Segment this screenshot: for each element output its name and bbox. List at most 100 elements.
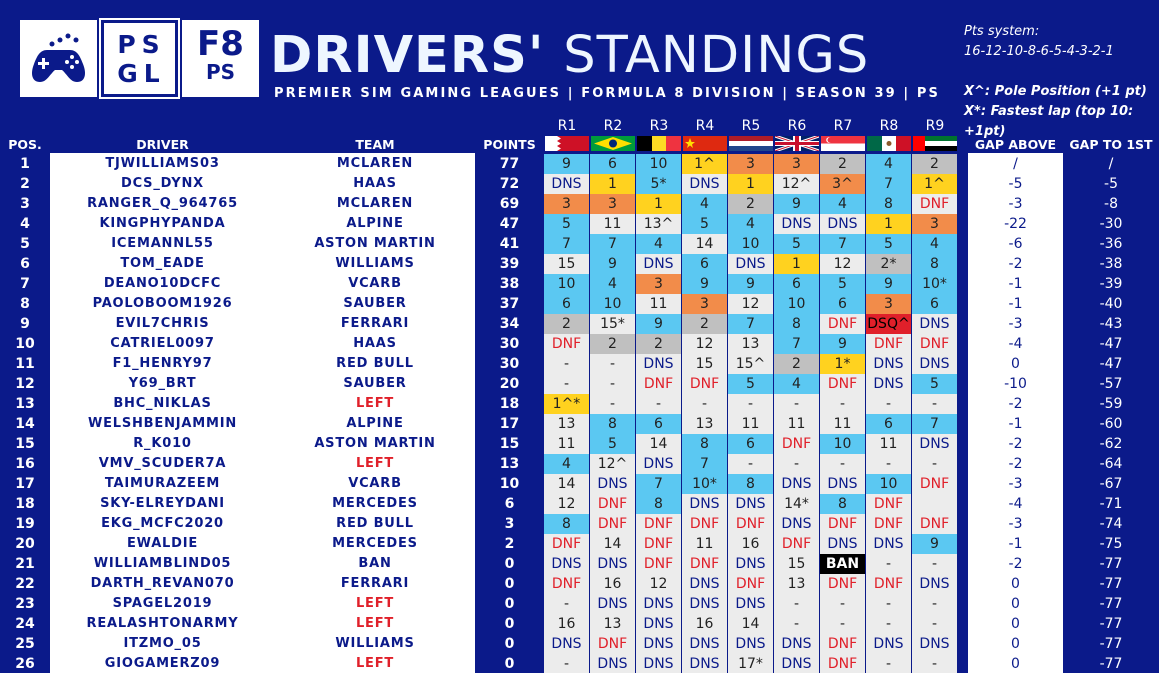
race-result-cell: DNS: [728, 494, 773, 514]
gap-above-cell: -1: [1008, 416, 1023, 432]
fastest-note-key: X*:: [964, 104, 987, 119]
race-result-cell: 8: [682, 434, 727, 454]
race-result-cell: 13: [590, 614, 635, 634]
position-cell: 10: [15, 336, 35, 352]
driver-name: Y69_BRT: [128, 376, 197, 391]
gap-first-cell: -57: [1099, 376, 1123, 392]
race-result-cell: 15*: [590, 314, 635, 334]
race-result-cell: 9: [912, 534, 957, 554]
race-result-cell: DNS: [774, 514, 819, 534]
gap-above-cell: 0: [1011, 616, 1020, 632]
race-header-r9: R9: [925, 118, 945, 134]
race-result-cell: 16: [728, 534, 773, 554]
race-result-cell: DNF: [912, 474, 957, 494]
race-result-cell: 1: [774, 254, 819, 274]
gap-above-cell: -5: [1008, 176, 1023, 192]
race-result-cell: 4: [544, 454, 589, 474]
race-result-cell: DNF: [590, 514, 635, 534]
points-cell: 2: [504, 536, 515, 552]
pole-note-key: X^:: [964, 84, 991, 99]
driver-name: SPAGEL2019: [112, 596, 213, 611]
race-result-cell: -: [590, 374, 635, 394]
race-result-cell: 11: [636, 294, 681, 314]
table-row: 18 SKY-ELREYDANI MERCEDES 6 12 DNF 8 DNS DNS 14* 8…: [0, 494, 1159, 514]
race-result-cell: DNF: [866, 514, 911, 534]
race-result-cell: DNF: [544, 534, 589, 554]
race-result-cell: 5: [728, 374, 773, 394]
points-cell: 47: [499, 216, 520, 232]
gap-first-cell: -75: [1099, 536, 1123, 552]
driver-name: BHC_NIKLAS: [113, 396, 212, 411]
race-result-cell: 7: [774, 334, 819, 354]
points-cell: 38: [499, 276, 520, 292]
driver-name: EWALDIE: [126, 536, 199, 551]
gap-above-cell: -3: [1008, 316, 1023, 332]
race-result-cell: DNS: [774, 474, 819, 494]
team-name: FERRARI: [340, 576, 410, 591]
gap-above-cell: 0: [1011, 356, 1020, 372]
race-result-cell: 2: [590, 334, 635, 354]
singapore-flag-icon: [821, 136, 865, 151]
race-result-cell: 3: [544, 194, 589, 214]
race-result-cell: DNS: [590, 554, 635, 574]
race-result-cell: -: [728, 394, 773, 414]
driver-name: RANGER_Q_964765: [87, 196, 238, 211]
race-result-cell: 7: [866, 174, 911, 194]
race-result-cell: 3^: [820, 174, 865, 194]
position-cell: 19: [15, 516, 35, 532]
points-cell: 37: [499, 296, 520, 312]
race-result-cell: -: [774, 614, 819, 634]
driver-name: F1_HENRY97: [112, 356, 213, 371]
f8-logo: F8 PS: [182, 20, 259, 97]
driver-name: VMV_SCUDER7A: [98, 456, 227, 471]
col-header-driver: DRIVER: [136, 137, 189, 152]
race-result-cell: 11: [544, 434, 589, 454]
race-result-cell: 8: [912, 254, 957, 274]
race-result-cell: 4: [774, 374, 819, 394]
race-header-r4: R4: [695, 118, 715, 134]
position-cell: 20: [15, 536, 35, 552]
race-result-cell: 4: [636, 234, 681, 254]
race-result-cell: -: [774, 594, 819, 614]
race-result-cell: 3: [774, 154, 819, 174]
position-cell: 5: [20, 236, 30, 252]
race-result-cell: DNS: [636, 594, 681, 614]
race-result-cell: DNF: [728, 574, 773, 594]
points-cell: 20: [499, 376, 520, 392]
team-name: RED BULL: [336, 356, 414, 371]
points-system-info: Pts system: 16-12-10-8-6-5-4-3-2-1 X^: P…: [964, 22, 1159, 142]
race-result-cell: 13: [682, 414, 727, 434]
gap-above-cell: 0: [1011, 596, 1020, 612]
driver-name: CATRIEL0097: [110, 336, 215, 351]
race-result-cell: DNF: [820, 654, 865, 673]
position-cell: 24: [15, 616, 35, 632]
position-cell: 13: [15, 396, 35, 412]
race-result-cell: 10: [774, 294, 819, 314]
race-result-cell: 15^: [728, 354, 773, 374]
position-cell: 12: [15, 376, 35, 392]
team-name: LEFT: [355, 396, 395, 411]
race-result-cell: -: [866, 654, 911, 673]
race-result-cell: 7: [912, 414, 957, 434]
race-result-cell: DNS: [912, 434, 957, 454]
gap-first-cell: -67: [1099, 476, 1123, 492]
race-result-cell: DNS: [636, 254, 681, 274]
race-result-cell: DNS: [636, 654, 681, 673]
race-result-cell: DNS: [636, 614, 681, 634]
race-result-cell: 14: [728, 614, 773, 634]
race-result-cell: 3: [912, 214, 957, 234]
race-result-cell: 8: [774, 314, 819, 334]
race-result-cell: -: [590, 394, 635, 414]
table-row: 1 TJWILLIAMS03 MCLAREN 77 9 6 10 1^ 3 3 2 4 2//: [0, 154, 1159, 174]
position-cell: 4: [20, 216, 30, 232]
gap-first-cell: -47: [1099, 336, 1123, 352]
race-result-cell: DNF: [820, 634, 865, 654]
race-result-cell: DSQ^: [866, 314, 911, 334]
team-name: RED BULL: [336, 516, 414, 531]
table-row: 21 WILLIAMBLIND05 BAN 0 DNS DNS DNF DNF DNS 15 BAN…: [0, 554, 1159, 574]
race-result-cell: 13: [728, 334, 773, 354]
table-row: 13 BHC_NIKLAS LEFT 18 1^* - - - - - - - - -2 -59: [0, 394, 1159, 414]
race-result-cell: DNS: [682, 634, 727, 654]
race-result-cell: 3: [590, 194, 635, 214]
race-result-cell: DNS: [728, 554, 773, 574]
